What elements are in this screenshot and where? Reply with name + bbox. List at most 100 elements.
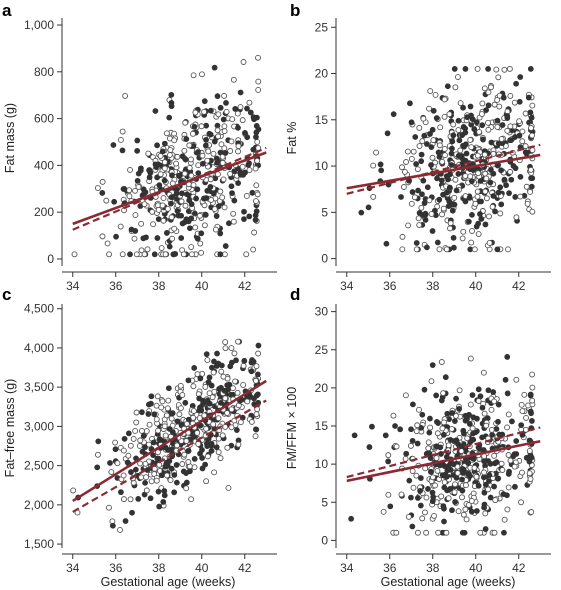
data-point-open bbox=[204, 453, 211, 460]
data-point-open bbox=[222, 395, 229, 402]
data-point-open bbox=[468, 239, 475, 246]
data-point-open bbox=[166, 152, 173, 158]
data-point-open bbox=[485, 119, 491, 126]
data-point-filled bbox=[222, 243, 229, 249]
panel-letter-c: c bbox=[2, 285, 11, 304]
data-point-open bbox=[189, 130, 196, 137]
data-point-open bbox=[243, 251, 250, 258]
data-point-filled bbox=[385, 458, 392, 465]
data-point-filled bbox=[199, 160, 206, 167]
data-point-filled bbox=[211, 64, 218, 71]
y-tick-label: 15 bbox=[315, 113, 329, 127]
data-point-filled bbox=[504, 353, 511, 360]
data-point-open bbox=[190, 72, 197, 79]
data-point-filled bbox=[378, 167, 385, 174]
data-point-filled bbox=[172, 251, 179, 257]
data-point-open bbox=[410, 484, 417, 491]
data-point-open bbox=[146, 421, 153, 428]
data-point-filled bbox=[529, 418, 535, 424]
data-point-filled bbox=[191, 365, 198, 371]
data-point-open bbox=[237, 419, 244, 426]
data-point-filled bbox=[142, 444, 148, 451]
data-point-filled bbox=[113, 233, 119, 240]
data-point-filled bbox=[518, 422, 525, 429]
trend-line-solid bbox=[346, 439, 541, 483]
data-point-open bbox=[452, 84, 459, 91]
data-point-filled bbox=[430, 107, 437, 114]
data-point-filled bbox=[460, 124, 467, 130]
data-point-filled bbox=[173, 479, 180, 486]
data-point-filled bbox=[421, 132, 428, 139]
data-point-open bbox=[168, 214, 175, 221]
data-point-filled bbox=[453, 395, 459, 402]
data-point-filled bbox=[493, 426, 500, 432]
ylabel-d: FM/FFM × 100 bbox=[285, 387, 299, 469]
data-point-open bbox=[219, 432, 226, 439]
data-point-open bbox=[405, 513, 412, 520]
data-point-open bbox=[145, 150, 152, 157]
data-point-open bbox=[370, 193, 377, 200]
data-point-filled bbox=[420, 177, 427, 184]
data-point-open bbox=[177, 405, 184, 412]
data-point-open bbox=[174, 153, 181, 160]
data-point-filled bbox=[369, 423, 375, 430]
data-point-filled bbox=[199, 465, 206, 472]
data-point-filled bbox=[421, 386, 428, 393]
data-point-filled bbox=[495, 418, 501, 425]
data-point-open bbox=[482, 510, 489, 517]
data-point-open bbox=[485, 486, 491, 493]
data-point-filled bbox=[407, 100, 413, 107]
data-point-filled bbox=[156, 503, 163, 510]
data-point-open bbox=[188, 156, 194, 163]
data-point-open bbox=[254, 157, 261, 164]
data-point-filled bbox=[415, 495, 421, 501]
data-point-open bbox=[163, 412, 170, 419]
data-point-open bbox=[467, 173, 474, 180]
data-point-open bbox=[483, 422, 490, 429]
data-point-open bbox=[505, 246, 511, 253]
data-point-open bbox=[160, 195, 167, 202]
data-point-filled bbox=[175, 212, 182, 219]
data-point-open bbox=[427, 424, 434, 431]
data-point-filled bbox=[440, 191, 446, 198]
data-point-open bbox=[174, 442, 180, 449]
data-point-open bbox=[161, 165, 168, 172]
data-point-open bbox=[436, 142, 443, 149]
data-point-filled bbox=[246, 160, 252, 167]
data-point-open bbox=[497, 210, 504, 217]
data-point-filled bbox=[479, 404, 486, 411]
data-point-filled bbox=[237, 89, 244, 96]
data-point-filled bbox=[492, 208, 498, 215]
data-point-filled bbox=[166, 243, 173, 250]
data-point-filled bbox=[503, 492, 510, 499]
data-point-filled bbox=[486, 478, 492, 484]
data-point-filled bbox=[398, 194, 404, 200]
data-point-open bbox=[454, 74, 461, 80]
data-point-open bbox=[479, 100, 486, 107]
data-point-filled bbox=[134, 137, 141, 144]
data-point-open bbox=[252, 433, 259, 440]
data-point-open bbox=[452, 412, 459, 419]
data-point-open bbox=[240, 362, 247, 369]
x-tick-label: 40 bbox=[469, 561, 483, 575]
data-point-filled bbox=[500, 94, 507, 101]
data-point-open bbox=[481, 410, 488, 417]
y-tick-label: 5 bbox=[321, 205, 328, 219]
data-point-filled bbox=[151, 411, 158, 418]
data-point-filled bbox=[137, 167, 144, 174]
data-point-open bbox=[519, 408, 526, 415]
data-point-filled bbox=[466, 194, 473, 201]
data-point-filled bbox=[145, 411, 152, 417]
data-point-open bbox=[435, 529, 442, 536]
data-point-filled bbox=[488, 139, 495, 146]
data-point-filled bbox=[459, 132, 466, 138]
x-tick-label: 38 bbox=[152, 279, 166, 293]
data-point-open bbox=[428, 378, 435, 385]
data-point-filled bbox=[403, 450, 410, 457]
data-point-filled bbox=[481, 504, 488, 511]
data-point-open bbox=[519, 128, 526, 135]
data-point-filled bbox=[171, 472, 178, 478]
data-point-filled bbox=[224, 382, 231, 389]
data-point-open bbox=[385, 452, 392, 459]
data-point-filled bbox=[193, 195, 200, 202]
